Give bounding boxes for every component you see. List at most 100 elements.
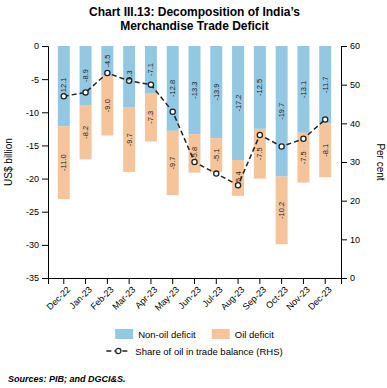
- tick-label: 30: [350, 157, 360, 167]
- bar: [297, 46, 309, 133]
- point: [170, 109, 175, 114]
- bar: [167, 131, 179, 195]
- legend-item: Oil deficit: [212, 329, 274, 340]
- data-label: -9.3: [125, 70, 134, 83]
- tick: Sep-23: [241, 278, 269, 312]
- tick-mark: [341, 85, 347, 86]
- data-label: -11.0: [59, 154, 68, 171]
- plot-area: [58, 46, 331, 244]
- bar: [276, 46, 288, 177]
- tick: 0: [34, 41, 48, 51]
- data-label: -8.1: [321, 144, 330, 157]
- bar: [319, 124, 331, 178]
- axis-line: [342, 47, 348, 279]
- tick-mark: [325, 278, 326, 284]
- tick: -10: [26, 108, 48, 118]
- bar: [319, 46, 331, 124]
- point: [301, 136, 306, 141]
- legend-swatch: [116, 348, 121, 353]
- data-label: -13.1: [299, 81, 308, 98]
- bar: [254, 129, 266, 179]
- tick-mark: [42, 245, 48, 246]
- tick-label: -20: [26, 174, 39, 184]
- tick-mark: [42, 145, 48, 146]
- legend-item: Non-oil deficit: [115, 329, 196, 340]
- tick: -5: [31, 75, 48, 85]
- bar: [254, 46, 266, 129]
- legend-label: Non-oil deficit: [138, 329, 196, 340]
- tick-label: Sep-23: [241, 284, 269, 312]
- tick-mark: [42, 212, 48, 213]
- data-label: -13.9: [212, 84, 221, 101]
- bar: [80, 105, 92, 159]
- data-label: -11.7: [321, 77, 330, 94]
- tick-label: 60: [350, 41, 360, 51]
- tick-mark: [107, 278, 108, 284]
- tick-mark: [341, 123, 347, 124]
- source: Sources: PIB; and DGCI&S.: [8, 374, 126, 384]
- point: [214, 171, 219, 176]
- line: [64, 73, 325, 185]
- tick: Dec-22: [45, 278, 73, 312]
- bar: [210, 138, 222, 172]
- tick-label: -15: [26, 141, 39, 151]
- tick-label: Dec-23: [306, 284, 334, 312]
- tick: -30: [26, 240, 48, 250]
- tick-mark: [42, 278, 48, 279]
- tick: May-23: [153, 278, 181, 313]
- data-label: -9.7: [168, 157, 177, 170]
- bar-series: [58, 46, 331, 177]
- data-label: -10.2: [277, 202, 286, 219]
- tick-label: Dec-22: [45, 284, 73, 312]
- point: [105, 70, 110, 75]
- data-label: -9.0: [103, 99, 112, 112]
- tick-mark: [42, 179, 48, 180]
- point: [257, 132, 262, 137]
- tick-label: -25: [26, 207, 39, 217]
- data-label: -7.5: [255, 147, 264, 160]
- tick: 30: [341, 157, 360, 167]
- tick-mark: [194, 278, 195, 284]
- bar: [189, 46, 201, 134]
- tick: 50: [341, 80, 360, 90]
- legend-label: Share of oil in trade balance (RHS): [135, 346, 282, 357]
- legend-row: Share of oil in trade balance (RHS): [106, 346, 282, 357]
- y2-axis-title: Per cent: [375, 143, 386, 180]
- tick-mark: [85, 278, 86, 284]
- bar: [167, 46, 179, 131]
- bar: [123, 108, 135, 172]
- x-axis: Dec-22Jan-23Feb-23Mar-23Apr-23May-23Jun-…: [45, 278, 342, 313]
- data-label: -5.8: [190, 147, 199, 160]
- tick: 60: [341, 41, 360, 51]
- tick-mark: [281, 278, 282, 284]
- axis-line: [49, 279, 342, 285]
- tick-mark: [172, 278, 173, 284]
- tick-label: 0: [34, 41, 39, 51]
- data-label: -5.4: [234, 171, 243, 184]
- bar: [210, 46, 222, 138]
- tick: 10: [341, 235, 360, 245]
- data-label: -17.2: [234, 94, 243, 111]
- bar: [276, 177, 288, 245]
- bar-series: [58, 76, 331, 244]
- tick-mark: [63, 278, 64, 284]
- tick: -25: [26, 207, 48, 217]
- data-label: -13.3: [190, 82, 199, 99]
- tick-label: 20: [350, 196, 360, 206]
- tick-label: -30: [26, 240, 39, 250]
- data-label: -7.5: [299, 151, 308, 164]
- y-axis: 0 -5 -10 -15 -20 -25 -30 -35: [26, 41, 49, 283]
- tick: 0: [341, 273, 355, 283]
- data-label: -5.1: [212, 149, 221, 162]
- tick: -35: [26, 273, 48, 283]
- point: [83, 90, 88, 95]
- tick-label: Jun-23: [176, 284, 203, 311]
- data-label: -4.5: [103, 54, 112, 67]
- bar: [123, 46, 135, 108]
- point: [323, 117, 328, 122]
- point: [148, 82, 153, 87]
- tick-mark: [129, 278, 130, 284]
- tick-label: 40: [350, 119, 360, 129]
- data-label: -8.9: [81, 69, 90, 82]
- tick-mark: [341, 201, 347, 202]
